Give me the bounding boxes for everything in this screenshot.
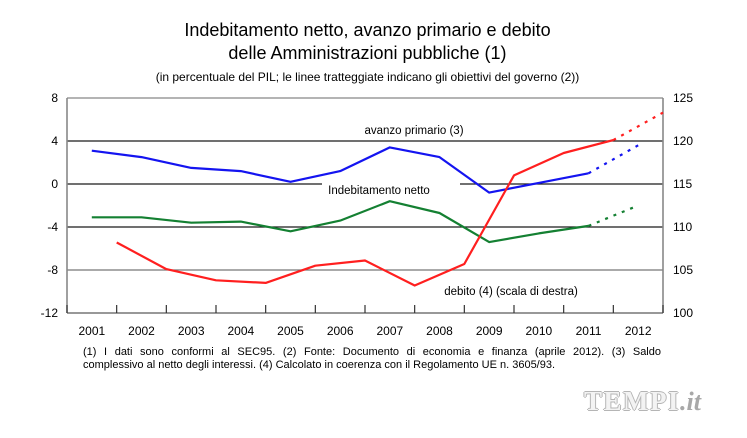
axes bbox=[66, 97, 664, 314]
x-tick-label: 2008 bbox=[426, 324, 453, 338]
series-lines bbox=[91, 111, 664, 287]
y-right-tick-label: 110 bbox=[673, 220, 692, 234]
x-tick-label: 2003 bbox=[178, 324, 205, 338]
y-left-tick-label: 8 bbox=[51, 91, 58, 105]
y-left-tick-label: 4 bbox=[51, 134, 58, 148]
annotation-debito: debito (4) (scala di destra) bbox=[444, 286, 578, 298]
x-tick-label: 2012 bbox=[625, 324, 652, 338]
label-masks bbox=[322, 181, 460, 197]
footnote-line1: (1) I dati sono conformi al SEC95. (2) F… bbox=[83, 346, 661, 358]
x-tick-label: 2006 bbox=[327, 324, 354, 338]
series-objective-avanzo bbox=[587, 144, 639, 175]
x-tick-label: 2010 bbox=[525, 324, 552, 338]
series-line-debito bbox=[116, 139, 614, 287]
series-line-indebitamento bbox=[91, 200, 589, 244]
watermark-suffix: .it bbox=[680, 387, 701, 416]
y-left-tick-label: 0 bbox=[51, 177, 58, 191]
chart-title-line2: delle Amministrazioni pubbliche (1) bbox=[228, 43, 507, 63]
x-tick-label: 2011 bbox=[576, 324, 602, 338]
y-right-tick-label: 100 bbox=[673, 306, 693, 320]
x-tick-label: 2002 bbox=[128, 324, 155, 338]
x-tick-label: 2009 bbox=[476, 324, 503, 338]
y-right-tick-label: 105 bbox=[673, 263, 693, 277]
x-tick-label: 2004 bbox=[227, 324, 254, 338]
footnote-line2: complessivo al netto degli interessi. (4… bbox=[83, 359, 556, 371]
annotations: avanzo primario (3) Indebitamento netto … bbox=[328, 125, 578, 298]
chart-subtitle: (in percentuale del PIL; le linee tratte… bbox=[155, 70, 580, 84]
annotation-avanzo-primario: avanzo primario (3) bbox=[364, 125, 463, 137]
tick-labels: 8 4 0 -4 -8 -12 125 120 115 110 105 100 2001 2002 2003… bbox=[41, 91, 694, 338]
chart-title-line1: Indebitamento netto, avanzo primario e d… bbox=[184, 20, 551, 40]
y-left-tick-label: -4 bbox=[47, 220, 58, 234]
y-right-tick-label: 115 bbox=[673, 177, 692, 191]
watermark-logo: TEMPI.it bbox=[584, 386, 701, 421]
y-right-tick-label: 125 bbox=[673, 91, 693, 105]
series-objective-indebitamento bbox=[588, 204, 639, 227]
series-objective-debito bbox=[612, 111, 664, 142]
watermark-main: TEMPI bbox=[584, 386, 681, 416]
x-tick-label: 2007 bbox=[376, 324, 403, 338]
x-tick-label: 2005 bbox=[277, 324, 304, 338]
y-left-tick-label: -8 bbox=[47, 263, 58, 277]
annotation-indebitamento-netto: Indebitamento netto bbox=[328, 185, 430, 197]
x-tick-label: 2001 bbox=[78, 324, 105, 338]
indebitamento-label-background bbox=[322, 181, 460, 197]
y-left-tick-label: -12 bbox=[41, 306, 59, 320]
y-right-tick-label: 120 bbox=[673, 134, 693, 148]
